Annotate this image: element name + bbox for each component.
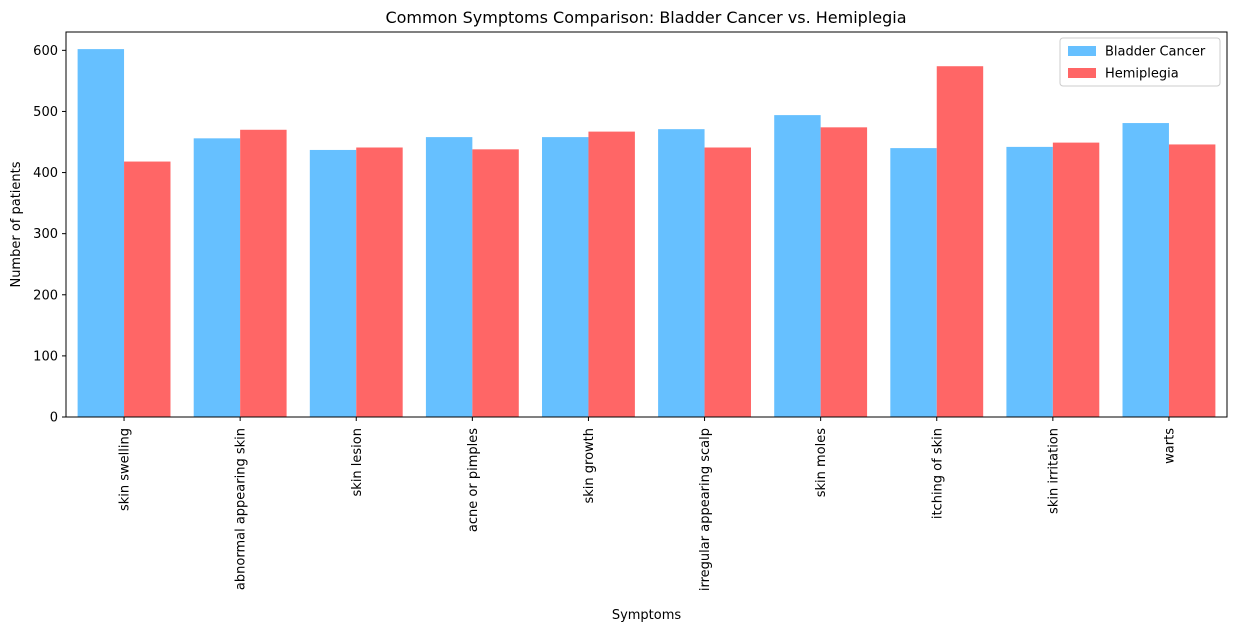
bar-bladder-cancer-warts [1122, 123, 1169, 418]
plot-frame [65, 31, 1228, 418]
bar-bladder-cancer-skin-lesion [309, 149, 357, 417]
x-tick-label-warts: warts [1162, 428, 1177, 464]
bar-hemiplegia-warts [1168, 144, 1216, 417]
bar-bladder-cancer-skin-swelling [77, 49, 125, 417]
bar-hemiplegia-skin-lesion [356, 147, 403, 417]
x-tick-label-acne-or-pimples: acne or pimples [466, 428, 481, 532]
x-tick-label-irregular-appearing-scalp: irregular appearing scalp [698, 428, 713, 591]
legend-label-bladder-cancer: Bladder Cancer [1105, 45, 1206, 60]
x-tick-label-skin-moles: skin moles [814, 428, 829, 498]
x-tick-label-itching-of-skin: itching of skin [930, 428, 945, 519]
legend-swatch-hemiplegia [1068, 68, 1096, 78]
bar-hemiplegia-abnormal-appearing-skin [240, 129, 287, 417]
y-axis: 0 100 200 300 400 500 600 [33, 44, 66, 426]
bar-hemiplegia-skin-swelling [124, 161, 171, 417]
x-tick-label-skin-growth: skin growth [582, 428, 597, 504]
bar-hemiplegia-acne-or-pimples [472, 149, 519, 418]
x-tick-label-skin-swelling: skin swelling [118, 428, 133, 511]
bar-bladder-cancer-irregular-appearing-scalp [658, 129, 705, 417]
y-tick-label: 0 [50, 411, 58, 426]
bar-hemiplegia-skin-moles [820, 127, 868, 417]
bar-bladder-cancer-acne-or-pimples [425, 137, 473, 417]
bar-bladder-cancer-skin-moles [774, 115, 821, 417]
x-tick-label-abnormal-appearing-skin: abnormal appearing skin [234, 428, 249, 590]
legend-swatch-bladder-cancer [1068, 46, 1096, 56]
x-axis: skin swelling abnormal appearing skin skin… [118, 417, 1177, 591]
y-tick-label: 100 [33, 349, 58, 364]
y-tick-label: 200 [33, 288, 58, 303]
legend-box [1059, 37, 1221, 87]
y-tick-label: 600 [33, 44, 58, 59]
legend: Bladder Cancer Hemiplegia [1059, 37, 1221, 87]
legend-label-hemiplegia: Hemiplegia [1105, 67, 1179, 82]
bars-group [77, 49, 1216, 418]
x-tick-label-skin-irritation: skin irritation [1046, 428, 1061, 514]
x-axis-label: Symptoms [612, 608, 682, 623]
bar-bladder-cancer-skin-growth [542, 137, 589, 417]
bar-hemiplegia-itching-of-skin [936, 66, 984, 417]
bar-bladder-cancer-itching-of-skin [890, 148, 937, 417]
bar-hemiplegia-skin-irritation [1052, 142, 1100, 417]
y-tick-label: 400 [33, 166, 58, 181]
bar-bladder-cancer-skin-irritation [1006, 146, 1053, 417]
y-tick-label: 300 [33, 227, 58, 242]
y-axis-label: Number of patients [9, 161, 24, 287]
chart-title: Common Symptoms Comparison: Bladder Canc… [385, 8, 906, 27]
bar-bladder-cancer-abnormal-appearing-skin [193, 138, 241, 418]
bar-hemiplegia-irregular-appearing-scalp [704, 147, 751, 417]
x-tick-label-skin-lesion: skin lesion [350, 428, 365, 496]
y-tick-label: 500 [33, 105, 58, 120]
bar-hemiplegia-skin-growth [588, 131, 635, 417]
